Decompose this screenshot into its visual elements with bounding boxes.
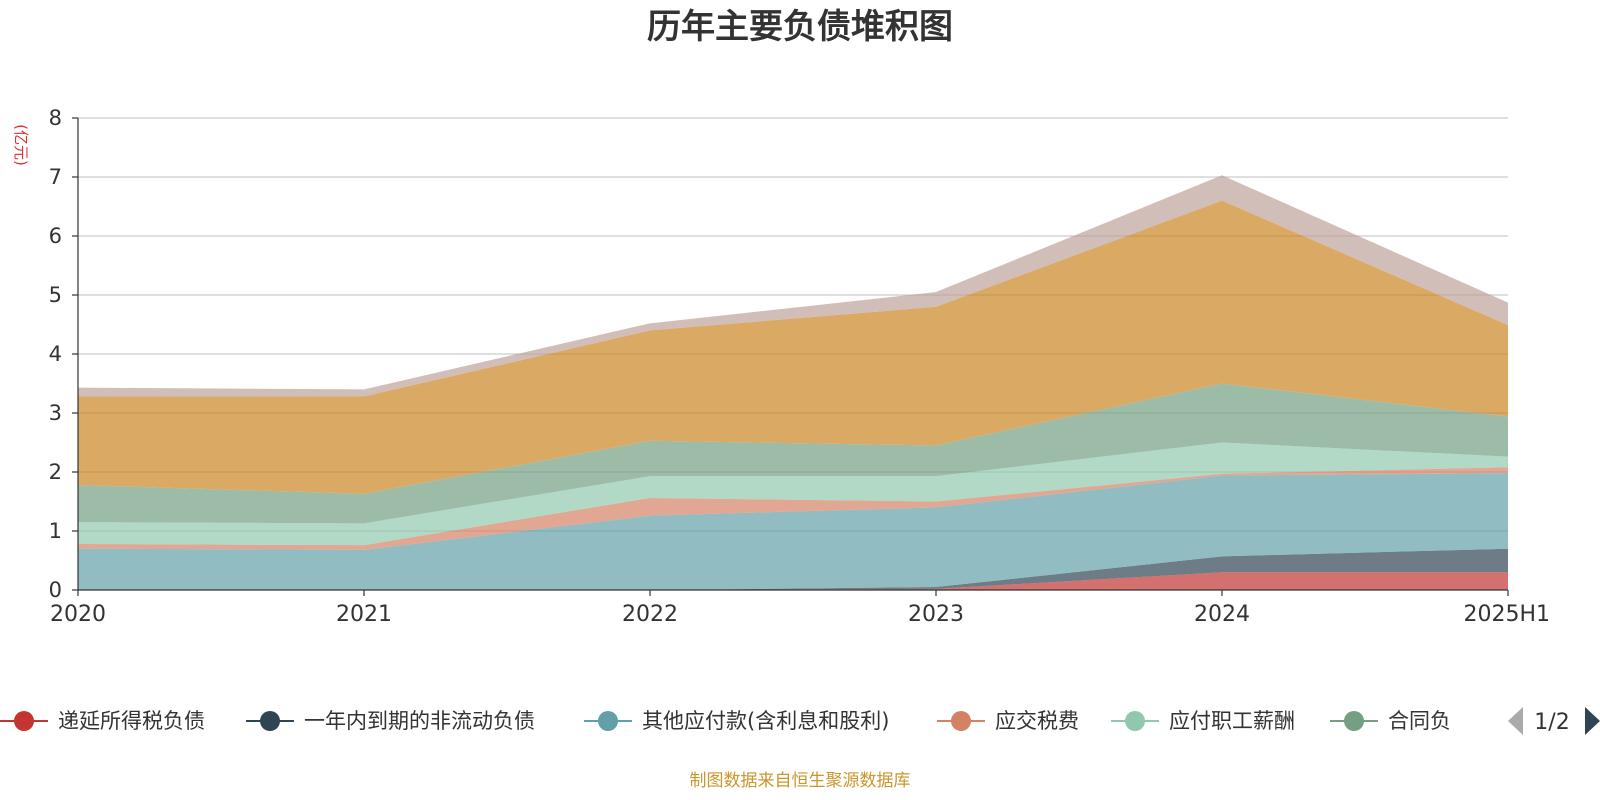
x-tick-label: 2024 [1194,602,1250,627]
legend-label: 一年内到期的非流动负债 [304,709,535,733]
y-tick-label: 4 [49,342,62,366]
area-series-layer [78,175,1508,590]
area-series-4 [78,442,1508,546]
area-series-3 [78,467,1508,550]
area-series-6 [78,200,1508,494]
legend-page-indicator: 1/2 [1534,710,1569,735]
legend-label: 其他应付款(含利息和股利) [642,709,889,733]
y-tick-label: 8 [49,106,62,130]
legend-circle-marker [598,711,618,731]
legend: 递延所得税负债 一年内到期的非流动负债 其他应付款(含利息和股利) 应交税费 应付职工薪… [0,709,1451,733]
legend-item[interactable]: 其他应付款(含利息和股利) [584,709,889,733]
y-tick-label: 3 [49,401,62,425]
y-tick-label: 5 [49,283,62,307]
y-tick-label: 0 [49,578,62,602]
legend-circle-marker [1125,711,1145,731]
x-tick-label: 2022 [622,602,678,627]
x-tick-label: 2023 [908,602,964,627]
area-series-5 [78,383,1508,524]
legend-item[interactable]: 应交税费 [937,709,1079,733]
area-series-2 [78,473,1508,590]
legend-label: 应交税费 [995,709,1079,733]
legend-item[interactable]: 一年内到期的非流动负债 [246,709,535,733]
y-tick-label: 6 [49,224,62,248]
x-tick-label: 2020 [50,602,106,627]
y-tick-label: 2 [49,460,62,484]
legend-circle-marker [951,711,971,731]
legend-item[interactable]: 应付职工薪酬 [1111,709,1295,733]
data-source-footer: 制图数据来自恒生聚源数据库 [690,771,911,791]
x-tick-label: 2021 [336,602,392,627]
legend-label: 递延所得税负债 [58,709,205,733]
legend-label: 应付职工薪酬 [1169,709,1295,733]
legend-circle-marker [260,711,280,731]
triangle-left-icon[interactable] [1508,707,1523,735]
legend-item[interactable]: 递延所得税负债 [0,709,205,733]
x-axis-ticks: 2020 2021 2022 2023 2024 2025H1 [50,590,1550,627]
chart-title: 历年主要负债堆积图 [647,7,953,47]
area-series-1 [78,548,1508,590]
legend-pager: 1/2 [1508,707,1600,735]
legend-label: 合同负 [1388,709,1451,733]
area-series-0 [78,572,1508,590]
y-tick-label: 1 [49,519,62,543]
y-tick-label: 7 [49,165,62,189]
y-axis-ticks: 0 1 2 3 4 5 6 7 8 [49,106,78,602]
triangle-right-icon[interactable] [1585,707,1600,735]
x-tick-label: 2025H1 [1463,602,1550,627]
legend-circle-marker [1344,711,1364,731]
legend-item[interactable]: 合同负 [1330,709,1451,733]
y-axis-unit-label: (亿元) [12,124,30,166]
legend-circle-marker [14,711,34,731]
